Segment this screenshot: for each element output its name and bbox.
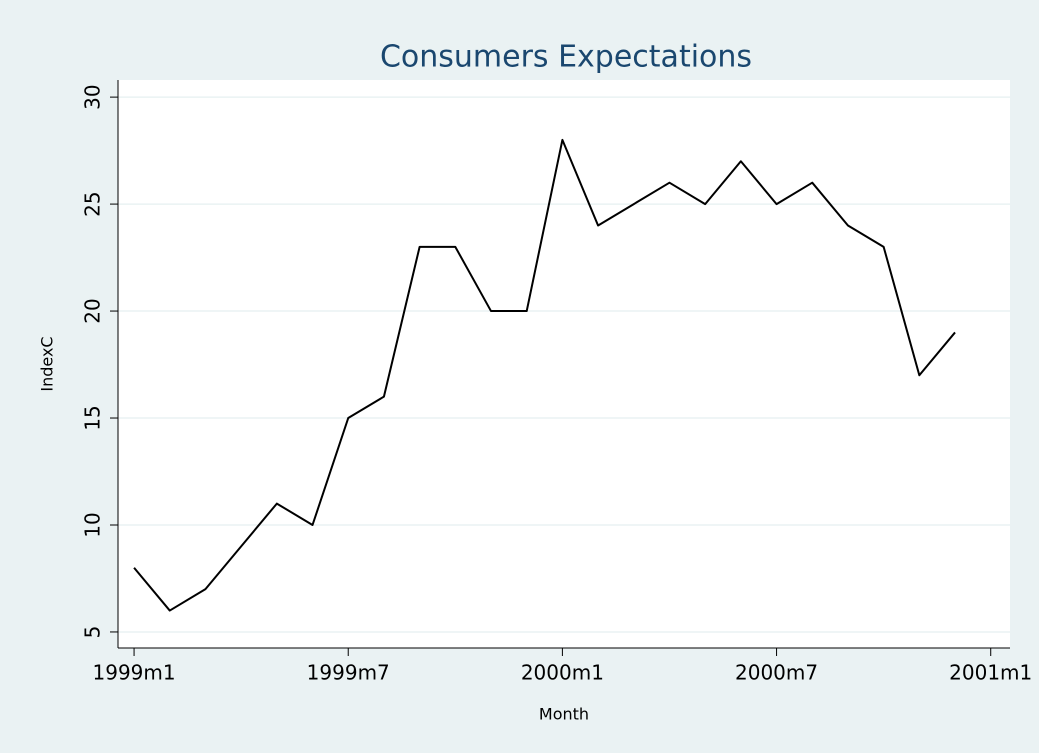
y-tick-label: 30 xyxy=(81,84,105,109)
y-tick-label: 10 xyxy=(81,512,105,537)
plot-region xyxy=(118,80,1010,648)
y-tick-label: 25 xyxy=(81,191,105,216)
x-tick-label: 1999m1 xyxy=(93,661,176,685)
x-tick-label: 1999m7 xyxy=(307,661,390,685)
y-tick-label: 5 xyxy=(81,626,105,639)
y-tick-label: 20 xyxy=(81,298,105,323)
x-axis-title: Month xyxy=(539,705,589,724)
x-tick-label: 2001m1 xyxy=(949,661,1032,685)
y-tick-label: 15 xyxy=(81,405,105,430)
y-axis-title: IndexC xyxy=(38,336,57,391)
x-tick-label: 2000m7 xyxy=(735,661,818,685)
chart-title: Consumers Expectations xyxy=(380,40,752,75)
x-tick-label: 2000m1 xyxy=(521,661,604,685)
data-line xyxy=(133,138,956,612)
